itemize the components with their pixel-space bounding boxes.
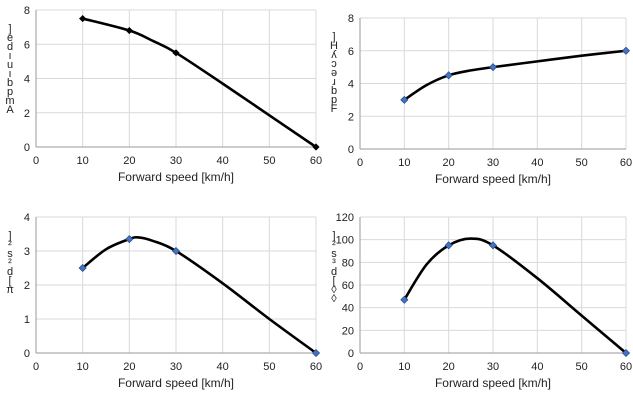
bottom-left-y-tick-label: 0	[24, 348, 30, 360]
top-left-chart: 0 2 4 6 8 0 10 20 30 40 50 60 Forward speed [km/h] ] e…	[5, 5, 322, 184]
bottom-left-y-axis-label: ] ² s ² d[π	[6, 230, 14, 296]
top-left-y-axis-label: ] e d ı u ı b p m A	[5, 23, 14, 116]
bottom-left-y-tick-label: 3	[24, 246, 30, 258]
bottom-left-series-line	[81, 235, 318, 355]
bottom-left-x-tick-label: 40	[217, 361, 229, 373]
bottom-right-y-tick-label: 40	[342, 303, 354, 315]
top-right-chart: 0 2 4 6 8 0 10 20 30 40 50 60 Forward speed [km/h] ] H…	[330, 13, 632, 186]
top-right-data-point	[444, 71, 453, 80]
top-right-y-tick-label: 6	[348, 46, 354, 58]
bottom-right-x-tick-label: 0	[357, 361, 363, 373]
top-right-x-tick-label: 40	[531, 157, 543, 169]
top-right-x-tick-label: 30	[487, 157, 499, 169]
bottom-right-data-point	[444, 241, 453, 250]
top-left-series-line	[81, 17, 318, 149]
bottom-right-x-axis-label: Forward speed [km/h]	[435, 376, 551, 390]
top-left-data-point	[172, 49, 180, 57]
top-right-x-tick-label: 60	[620, 157, 632, 169]
top-left-y-tick-label: 8	[24, 5, 30, 17]
bottom-left-data-point	[78, 263, 87, 273]
bottom-right-y-tick-label: 0	[348, 348, 354, 360]
top-left-y-tick-label: 4	[24, 74, 30, 86]
top-right-data-point	[400, 95, 409, 104]
bottom-left-x-tick-label: 10	[77, 361, 89, 373]
bottom-left-x-tick-label: 60	[310, 361, 322, 373]
top-left-x-tick-label: 60	[310, 155, 322, 167]
top-right-x-axis-label: Forward speed [km/h]	[435, 172, 551, 186]
top-left-data-point	[79, 14, 87, 23]
top-left-x-tick-label: 40	[217, 155, 229, 167]
bottom-right-y-tick-label: 60	[342, 280, 354, 292]
bottom-right-x-tick-label: 60	[620, 361, 632, 373]
bottom-left-data-point	[171, 246, 181, 256]
top-right-y-tick-label: 2	[348, 111, 354, 123]
top-right-x-tick-label: 20	[443, 157, 455, 169]
bottom-left-x-tick-label: 50	[263, 361, 275, 373]
top-left-y-tick-label: 6	[24, 39, 30, 51]
bottom-right-y-axis-label: ] ² s ³ d[◊ ◊	[331, 230, 337, 305]
bottom-right-x-tick-label: 50	[576, 361, 588, 373]
bottom-right-data-point	[400, 295, 409, 304]
bottom-right-series-line	[403, 237, 628, 355]
bottom-left-x-tick-label: 30	[170, 361, 182, 373]
top-right-data-point	[488, 63, 498, 72]
top-left-data-point	[312, 143, 320, 151]
bottom-right-x-tick-label: 10	[398, 361, 410, 373]
top-left-x-tick-label: 20	[123, 155, 135, 167]
bottom-right-x-tick-label: 40	[531, 361, 543, 373]
top-right-data-point	[621, 46, 631, 55]
bottom-left-x-axis-label: Forward speed [km/h]	[118, 376, 234, 390]
top-right-x-tick-label: 50	[576, 157, 588, 169]
bottom-right-x-tick-label: 30	[487, 361, 499, 373]
top-right-series-line	[403, 49, 628, 102]
top-left-x-tick-label: 0	[33, 155, 39, 167]
bottom-left-x-tick-label: 0	[33, 361, 39, 373]
bottom-left-data-point	[311, 348, 321, 358]
top-right-y-tick-label: 4	[348, 79, 354, 91]
top-left-x-tick-label: 50	[263, 155, 275, 167]
bottom-left-y-tick-label: 4	[24, 212, 30, 224]
top-right-x-tick-label: 10	[398, 157, 410, 169]
bottom-right-x-tick-label: 20	[443, 361, 455, 373]
bottom-right-y-tick-label: 120	[336, 212, 354, 224]
bottom-right-data-point	[488, 241, 498, 250]
top-left-y-tick-label: 2	[24, 108, 30, 120]
top-left-x-axis-label: Forward speed [km/h]	[118, 170, 234, 184]
bottom-left-y-tick-label: 2	[24, 280, 30, 292]
bottom-left-data-point	[125, 235, 134, 244]
bottom-left-y-tick-label: 1	[24, 314, 30, 326]
top-left-data-point	[125, 26, 133, 35]
top-left-y-tick-label: 0	[24, 142, 30, 154]
top-right-x-tick-label: 0	[357, 157, 363, 169]
bottom-right-data-point	[621, 348, 631, 358]
top-right-y-tick-label: 8	[348, 13, 354, 25]
top-left-x-tick-label: 10	[77, 155, 89, 167]
bottom-left-x-tick-label: 20	[123, 361, 135, 373]
bottom-right-y-tick-label: 20	[342, 325, 354, 337]
bottom-right-y-tick-label: 100	[336, 235, 354, 247]
bottom-right-chart: 0 20 40 60 80 100 120 0 10 20 30 40 50 60 Forward spee…	[331, 212, 632, 390]
bottom-right-y-tick-label: 80	[342, 257, 354, 269]
top-left-x-tick-label: 30	[170, 155, 182, 167]
top-right-y-tick-label: 0	[348, 144, 354, 156]
